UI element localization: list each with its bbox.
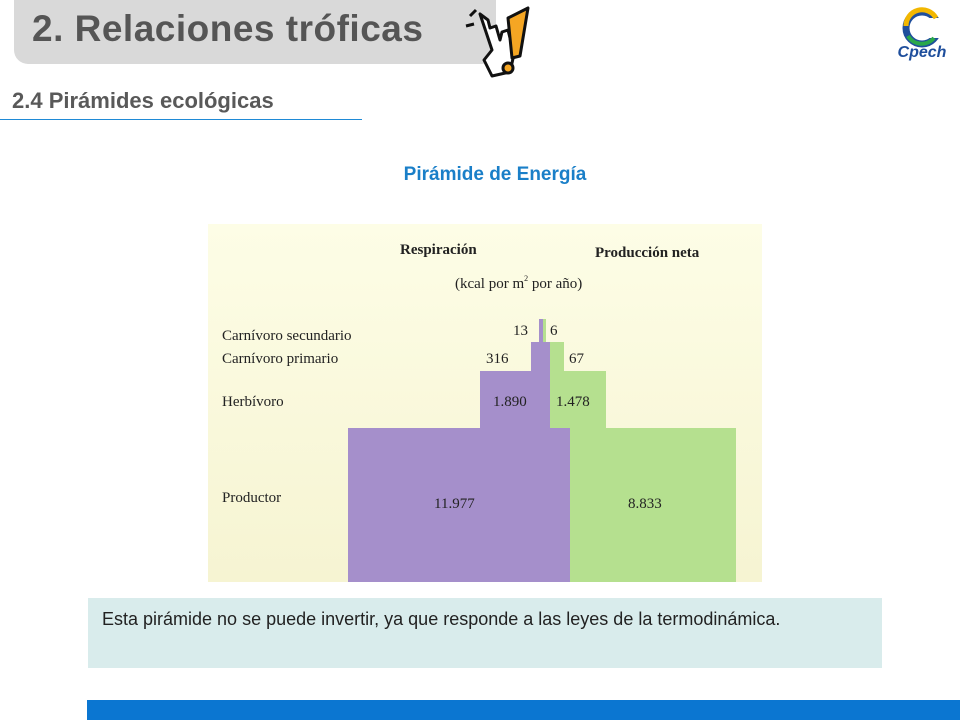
- value-label: 1.478: [556, 394, 590, 410]
- footer-bar: [87, 700, 960, 720]
- title-tab: [14, 0, 496, 64]
- level-label: Herbívoro: [222, 394, 284, 410]
- value-label: 11.977: [434, 496, 475, 512]
- logo-text: Cpech: [897, 44, 947, 61]
- net-production-heading: Producción neta: [595, 245, 700, 261]
- value-label: 13: [513, 323, 528, 339]
- net-bar-productor: [570, 428, 736, 582]
- level-label: Productor: [222, 490, 281, 506]
- value-label: 6: [550, 323, 558, 339]
- value-label: 1.890: [493, 394, 527, 410]
- respiration-bar-productor: [348, 428, 570, 582]
- respiration-heading: Respiración: [400, 242, 477, 258]
- cpech-logo: Cpech: [892, 4, 952, 66]
- section-subtitle: 2.4 Pirámides ecológicas: [12, 88, 274, 113]
- value-label: 316: [486, 351, 509, 367]
- energy-pyramid: Respiración Producción neta (kcal por m2…: [208, 224, 762, 582]
- level-label: Carnívoro primario: [222, 351, 338, 367]
- note-box: Esta pirámide no se puede invertir, ya q…: [88, 598, 882, 668]
- slide-title: 2. Relaciones tróficas: [32, 8, 424, 49]
- logo-mark-icon: [902, 7, 942, 48]
- pointing-hand-icon: [465, 6, 530, 78]
- subtitle-divider: [0, 119, 362, 120]
- value-label: 67: [569, 351, 585, 367]
- respiration-bar-herbivoro: [480, 371, 550, 428]
- respiration-bar-secundario: [539, 319, 543, 342]
- respiration-bar-primario: [531, 342, 550, 371]
- net-bar-primario: [550, 342, 564, 371]
- units-label: (kcal por m2 por año): [455, 274, 582, 292]
- diagram-title: Pirámide de Energía: [403, 164, 587, 185]
- level-label: Carnívoro secundario: [222, 328, 352, 344]
- net-bar-secundario: [543, 319, 546, 342]
- value-label: 8.833: [628, 496, 662, 512]
- net-bar-herbivoro: [550, 371, 606, 428]
- note-text: Esta pirámide no se puede invertir, ya q…: [102, 609, 781, 629]
